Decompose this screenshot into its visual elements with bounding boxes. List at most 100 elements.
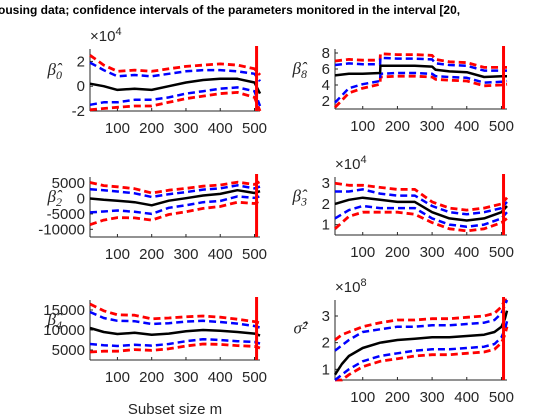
series-inner-lower-line xyxy=(89,337,261,348)
series-inner-upper-line xyxy=(89,310,261,329)
y-tick-label: -5000 xyxy=(47,206,85,223)
y-tick-label: 15000 xyxy=(43,302,85,319)
series-inner-lower-line xyxy=(89,86,262,107)
series-center-line xyxy=(333,310,509,376)
series-outer-lower-line xyxy=(89,91,262,112)
series-outer-lower-line xyxy=(89,342,261,354)
y-axis-label: β̂0 xyxy=(47,60,63,82)
series-inner-upper-line xyxy=(334,299,509,352)
x-tick-label: 300 xyxy=(173,246,198,263)
series-outer-lower-line xyxy=(333,74,508,109)
y-tick-label: 1 xyxy=(322,361,330,378)
series-center-line xyxy=(89,77,262,95)
exponent-label: ×104 xyxy=(335,154,367,173)
y-tick-label: 1 xyxy=(322,217,330,234)
series-center-line xyxy=(334,64,507,79)
y-tick-label: 2 xyxy=(322,335,330,352)
series-inner-lower-line xyxy=(89,195,261,216)
x-tick-label: 400 xyxy=(454,244,479,261)
series-inner-lower-line xyxy=(334,204,508,228)
y-axis-label: β̂3 xyxy=(292,186,308,208)
series-center-line xyxy=(89,188,261,207)
x-tick-label: 300 xyxy=(420,118,445,135)
y-tick-label: 10000 xyxy=(43,322,85,339)
y-tick-label: 5000 xyxy=(52,342,85,359)
y-tick-label: 2 xyxy=(322,93,330,110)
x-tick-label: 200 xyxy=(139,369,164,386)
x-tick-label: 100 xyxy=(105,369,130,386)
series-center-line xyxy=(89,326,261,337)
panel-4: 100 200 300 400 500 1 2 3 ×104 β̂3 xyxy=(292,154,514,261)
x-tick-label: 100 xyxy=(350,118,375,135)
series-outer-upper-line xyxy=(334,181,509,212)
y-tick-label: 0 xyxy=(77,78,85,95)
x-tick-label: 400 xyxy=(454,389,479,406)
y-tick-label: 0 xyxy=(77,191,85,208)
x-tick-label: 400 xyxy=(208,246,233,263)
y-tick-label: 6 xyxy=(322,61,330,78)
plot-area xyxy=(89,54,262,112)
x-tick-label: 200 xyxy=(139,120,164,137)
series-outer-upper-line xyxy=(334,52,507,69)
x-tick-label: 400 xyxy=(208,120,233,137)
y-tick-label: 5000 xyxy=(52,175,85,192)
series-inner-upper-line xyxy=(89,184,261,199)
x-tick-label: 200 xyxy=(385,389,410,406)
panel-1: 100 200 300 400 500 -2 0 2 ×104 β̂0 xyxy=(47,26,268,137)
y-tick-label: 2 xyxy=(322,196,330,213)
exponent-label: ×108 xyxy=(335,277,367,296)
series-outer-lower-line xyxy=(334,210,508,233)
x-tick-label: 100 xyxy=(105,120,130,137)
y-axis-label: β̂8 xyxy=(292,59,308,81)
exponent-label: ×104 xyxy=(90,26,122,45)
x-tick-label: 200 xyxy=(385,118,410,135)
series-outer-upper-line xyxy=(89,180,261,195)
x-tick-label: 500 xyxy=(242,246,267,263)
x-tick-label: 500 xyxy=(489,118,514,135)
x-tick-label: 500 xyxy=(242,120,267,137)
x-tick-label: 300 xyxy=(420,389,445,406)
plot-area xyxy=(333,52,508,109)
x-tick-label: 200 xyxy=(385,244,410,261)
series-inner-lower-line xyxy=(334,71,508,104)
series-center-line xyxy=(334,196,508,222)
series-outer-lower-line xyxy=(89,199,261,227)
y-tick-label: -10000 xyxy=(38,221,85,238)
x-tick-label: 400 xyxy=(454,118,479,135)
x-tick-label: 300 xyxy=(173,120,198,137)
x-tick-label: 500 xyxy=(242,369,267,386)
y-tick-label: 2 xyxy=(77,53,85,70)
series-outer-upper-line xyxy=(89,54,262,76)
figure-title: ousing data; confidence intervals of the… xyxy=(0,3,460,17)
series-outer-lower-line xyxy=(335,326,509,382)
x-tick-label: 100 xyxy=(105,246,130,263)
x-tick-label: 100 xyxy=(350,389,375,406)
panels: 100 200 300 400 500 -2 0 2 ×104 β̂0 100 200 300 400 50… xyxy=(38,26,514,418)
series-inner-upper-line xyxy=(335,188,508,216)
plot-area xyxy=(334,181,509,233)
y-tick-label: 3 xyxy=(322,308,330,325)
x-tick-label: 500 xyxy=(489,389,514,406)
x-tick-label: 100 xyxy=(350,244,375,261)
series-inner-upper-line xyxy=(334,56,507,72)
y-tick-label: 3 xyxy=(322,175,330,192)
y-axis-label: σ̂² xyxy=(294,319,309,338)
series-outer-upper-line xyxy=(334,298,507,342)
y-tick-label: 8 xyxy=(322,45,330,62)
series-outer-upper-line xyxy=(89,302,261,325)
plot-area xyxy=(89,302,261,354)
plot-area xyxy=(333,298,509,382)
plot-area xyxy=(89,180,261,227)
x-tick-label: 300 xyxy=(420,244,445,261)
series-inner-lower-line xyxy=(334,320,509,381)
series-inner-upper-line xyxy=(89,61,262,82)
x-tick-label: 500 xyxy=(489,244,514,261)
x-axis-label: Subset size m xyxy=(128,401,222,418)
x-tick-label: 400 xyxy=(208,369,233,386)
x-tick-label: 300 xyxy=(173,369,198,386)
y-tick-label: -2 xyxy=(72,103,85,120)
